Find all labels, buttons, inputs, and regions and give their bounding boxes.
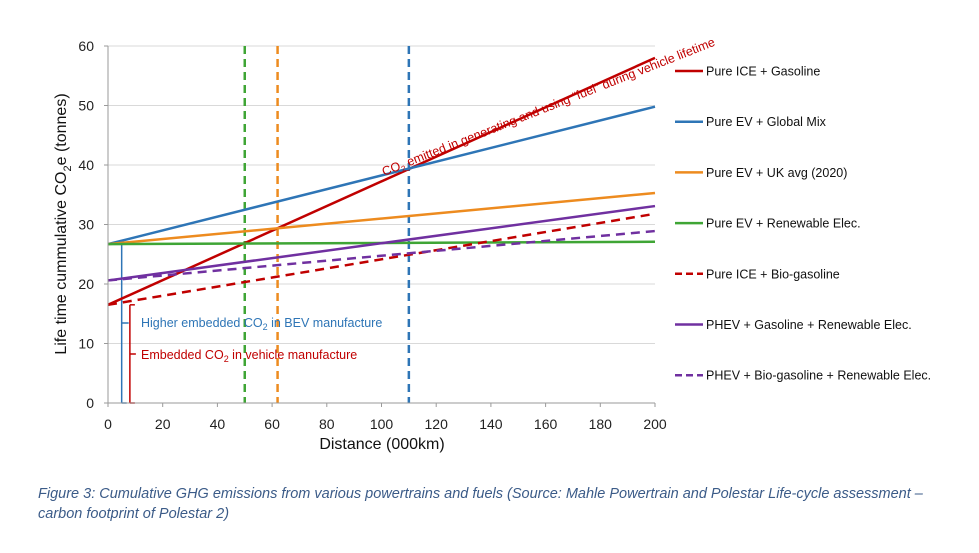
milestone-lines [243,46,411,403]
series-line [107,212,656,307]
legend-label: Pure ICE + Gasoline [706,65,820,79]
y-tick-label: 20 [78,276,94,292]
y-tick-label: 60 [78,38,94,54]
y-axis-title-part: Life time cummulative CO [53,172,70,355]
annotation-fuel: CO2 emitted in generating and using “fue… [380,35,718,181]
annotation-bev-part: Higher embedded CO [141,316,263,330]
y-tick-label: 40 [78,157,94,173]
annotation-bev: Higher embedded CO2 in BEV manufacture [141,316,382,332]
legend: Pure ICE + Gasoline Pure EV + Global Mix P… [675,65,931,383]
y-axis-title-part: e (tonnes) [53,93,70,165]
embedded-brackets [120,243,136,404]
legend-label: PHEV + Gasoline + Renewable Elec. [706,318,912,332]
annotation-bev-part: in BEV manufacture [268,316,383,330]
ghg-emissions-chart: 0 20 40 60 80 100 120 140 160 180 200 0 10 20 30 40 50 60… [53,35,931,453]
gridlines [108,45,655,344]
x-tick-label: 80 [319,416,335,432]
legend-label: PHEV + Bio-gasoline + Renewable Elec. [706,369,931,383]
x-tick-label: 100 [370,416,394,432]
x-tick-label: 20 [155,416,171,432]
x-tick-label: 200 [643,416,667,432]
annotation-vehicle: Embedded CO2 in vehicle manufacture [141,348,357,364]
y-tick-label: 10 [78,336,94,352]
x-tick-label: 180 [589,416,613,432]
annotation-vehicle-part: Embedded CO [141,348,224,362]
annotation-fuel-part: CO [380,159,403,179]
y-tick-label: 50 [78,98,94,114]
y-tick-label: 30 [78,217,94,233]
legend-label: Pure ICE + Bio-gasoline [706,267,840,281]
legend-label: Pure EV + Renewable Elec. [706,217,861,231]
legend-label: Pure EV + UK avg (2020) [706,166,847,180]
x-axis-title: Distance (000km) [319,436,444,453]
annotation-fuel-subscript: 2 [400,164,408,174]
x-tick-label: 60 [264,416,280,432]
series-line [107,105,656,246]
x-tick-label: 40 [210,416,226,432]
series-line [107,191,656,246]
y-axis-title: Life time cummulative CO2e (tonnes) [53,93,74,354]
y-axis-title-subscript: 2 [62,165,74,171]
x-tick-label: 0 [104,416,112,432]
annotations: CO2 emitted in generating and using “fue… [141,35,718,364]
series-lines [107,56,656,307]
x-tick-label: 120 [425,416,449,432]
annotation-vehicle-part: in vehicle manufacture [229,348,358,362]
legend-label: Pure EV + Global Mix [706,115,827,129]
annotation-fuel-part: emitted in generating and using “fuel” d… [402,35,717,170]
axes [104,45,656,407]
series-line [107,229,656,282]
annotation-bev-subscript: 2 [263,322,268,332]
tick-labels: 0 20 40 60 80 100 120 140 160 180 200 0 10 20 30 40 50 60 [78,38,666,432]
figure-caption: Figure 3: Cumulative GHG emissions from … [38,486,923,522]
series-line [107,56,656,306]
x-tick-label: 160 [534,416,558,432]
y-tick-label: 0 [86,395,94,411]
series-line [107,204,656,282]
x-tick-label: 140 [479,416,503,432]
annotation-vehicle-subscript: 2 [224,354,229,364]
